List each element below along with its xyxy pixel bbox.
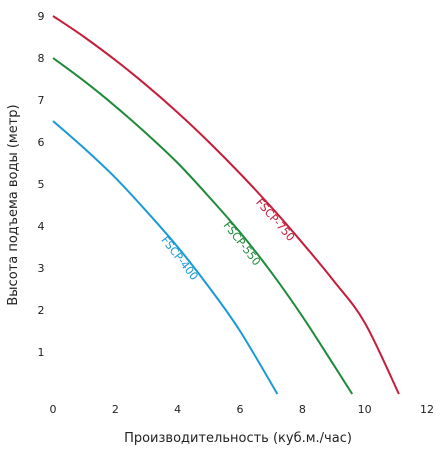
y-tick-label: 3 [38,262,45,275]
x-tick-label: 8 [299,403,306,416]
y-tick-label: 8 [38,52,45,65]
y-tick-label: 4 [38,220,45,233]
x-tick-label: 12 [420,403,434,416]
series-label-fscp-750: FSCP-750 [253,196,297,244]
series-label-fscp-400: FSCP-400 [158,234,200,283]
x-tick-label: 10 [358,403,372,416]
x-tick-label: 6 [237,403,244,416]
x-axis-title: Производительность (куб.м./час) [124,431,352,446]
y-axis-title: Высота подъема воды (метр) [6,104,21,305]
y-tick-label: 1 [38,346,45,359]
y-tick-label: 5 [38,178,45,191]
series-line-fscp-400 [52,120,279,395]
y-tick-label: 2 [38,304,45,317]
x-tick-label: 4 [174,403,181,416]
series-line-fscp-750 [52,15,400,395]
series-line-fscp-550 [52,57,354,395]
y-tick-label: 6 [38,136,45,149]
y-tick-label: 9 [38,10,45,23]
x-tick-label: 2 [112,403,119,416]
series-lines [52,15,400,395]
series-label-fscp-550: FSCP-550 [221,219,263,268]
x-tick-label: 0 [50,403,57,416]
y-tick-label: 7 [38,94,45,107]
